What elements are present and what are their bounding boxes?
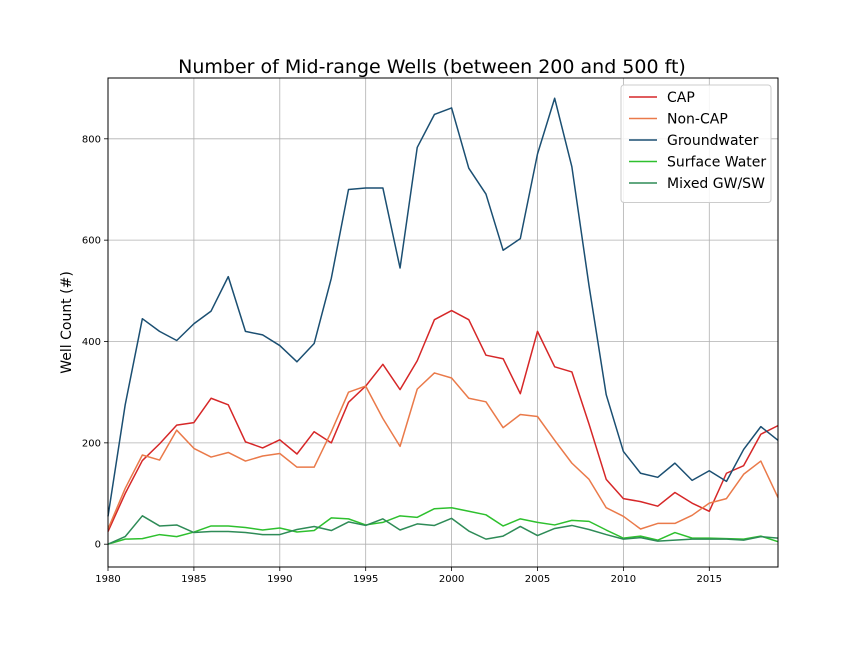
y-tick-label: 0: [95, 540, 101, 551]
legend-label: Groundwater: [667, 133, 759, 149]
series-layer: [107, 97, 779, 545]
series-line-mixed-gw-sw: [107, 515, 779, 545]
x-tick-label: 1990: [267, 574, 292, 585]
x-tick-label: 1985: [181, 574, 206, 585]
legend: CAP Non-CAP Groundwater Surface Water Mixed …: [620, 84, 772, 203]
series-line-non-cap: [107, 372, 779, 530]
x-tick-label: 2005: [525, 574, 550, 585]
plot-frame: [107, 77, 779, 568]
y-tick-label: 200: [82, 438, 101, 449]
x-tick-label: 2000: [439, 574, 464, 585]
x-tick-label: 2015: [697, 574, 722, 585]
series-line-cap: [107, 309, 779, 532]
y-tick-label: 800: [82, 134, 101, 145]
legend-label: Non-CAP: [667, 112, 728, 128]
x-axis: 1980 1985 1990 1995 2000 2005 2010 2015: [95, 567, 722, 585]
series-line-groundwater: [107, 97, 779, 517]
legend-box: [620, 84, 772, 203]
chart-title: Number of Mid-range Wells (between 200 a…: [178, 56, 686, 78]
x-tick-label: 1995: [353, 574, 378, 585]
x-tick-label: 2010: [611, 574, 636, 585]
y-axis-label: Well Count (#): [59, 271, 75, 374]
y-tick-label: 600: [82, 236, 101, 247]
legend-label: Mixed GW/SW: [667, 176, 765, 192]
y-tick-label: 400: [82, 337, 101, 348]
x-tick-label: 1980: [95, 574, 120, 585]
series-line-surface-water: [107, 506, 779, 545]
y-axis: 0 200 400 600 800: [82, 134, 108, 551]
legend-label: CAP: [667, 90, 695, 106]
legend-label: Surface Water: [667, 155, 766, 171]
